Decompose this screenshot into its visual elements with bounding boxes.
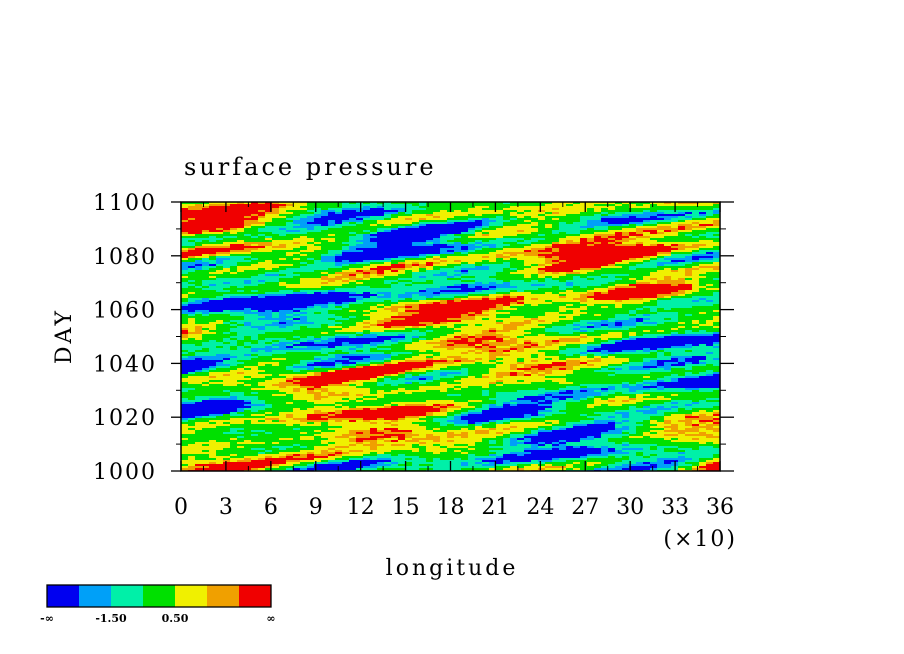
x-tick-label: 6 — [264, 495, 278, 520]
x-tick-label: 24 — [526, 495, 554, 520]
y-tick-label: 1040 — [93, 352, 157, 377]
x-tick-label: 21 — [481, 495, 509, 520]
x-tick-label: 0 — [174, 495, 188, 520]
x-tick-label: 27 — [571, 495, 599, 520]
y-axis: 1000 1020 1040 1060 1080 1100 — [93, 191, 734, 485]
x-multiplier-label: (×10) — [663, 527, 737, 552]
x-tick-label: 36 — [706, 495, 734, 520]
colorbar-frame — [46, 584, 272, 608]
x-tick-label: 15 — [392, 495, 420, 520]
x-axis: 0 3 6 9 12 15 18 21 24 27 30 33 36 — [174, 202, 734, 520]
colorbar-label: -∞ — [40, 612, 54, 625]
y-tick-label: 1060 — [93, 299, 157, 324]
y-tick-label: 1020 — [93, 406, 157, 431]
x-tick-label: 33 — [661, 495, 689, 520]
x-tick-label: 12 — [347, 495, 375, 520]
colorbar-swatch — [175, 585, 208, 607]
x-tick-label: 3 — [219, 495, 233, 520]
colorbar-swatch — [79, 585, 112, 607]
colorbar-swatch — [111, 585, 144, 607]
colorbar-swatch — [47, 585, 80, 607]
colorbar-swatch — [239, 585, 272, 607]
colorbar-swatch — [207, 585, 240, 607]
colorbar-label: -1.50 — [95, 612, 127, 625]
x-tick-label: 18 — [437, 495, 465, 520]
x-axis-label: longitude — [386, 556, 519, 581]
heatmap-field — [181, 202, 720, 471]
y-tick-label: 1000 — [93, 460, 157, 485]
y-axis-label: DAY — [52, 308, 77, 364]
colorbar: -∞ -1.50 0.50 ∞ — [40, 584, 276, 625]
colorbar-swatch — [143, 585, 176, 607]
x-tick-label: 9 — [309, 495, 323, 520]
y-tick-label: 1080 — [93, 245, 157, 270]
colorbar-label: ∞ — [266, 612, 275, 625]
chart-title: surface pressure — [184, 153, 437, 181]
x-tick-label: 30 — [616, 495, 644, 520]
colorbar-label: 0.50 — [162, 612, 189, 625]
y-tick-label: 1100 — [93, 191, 157, 216]
